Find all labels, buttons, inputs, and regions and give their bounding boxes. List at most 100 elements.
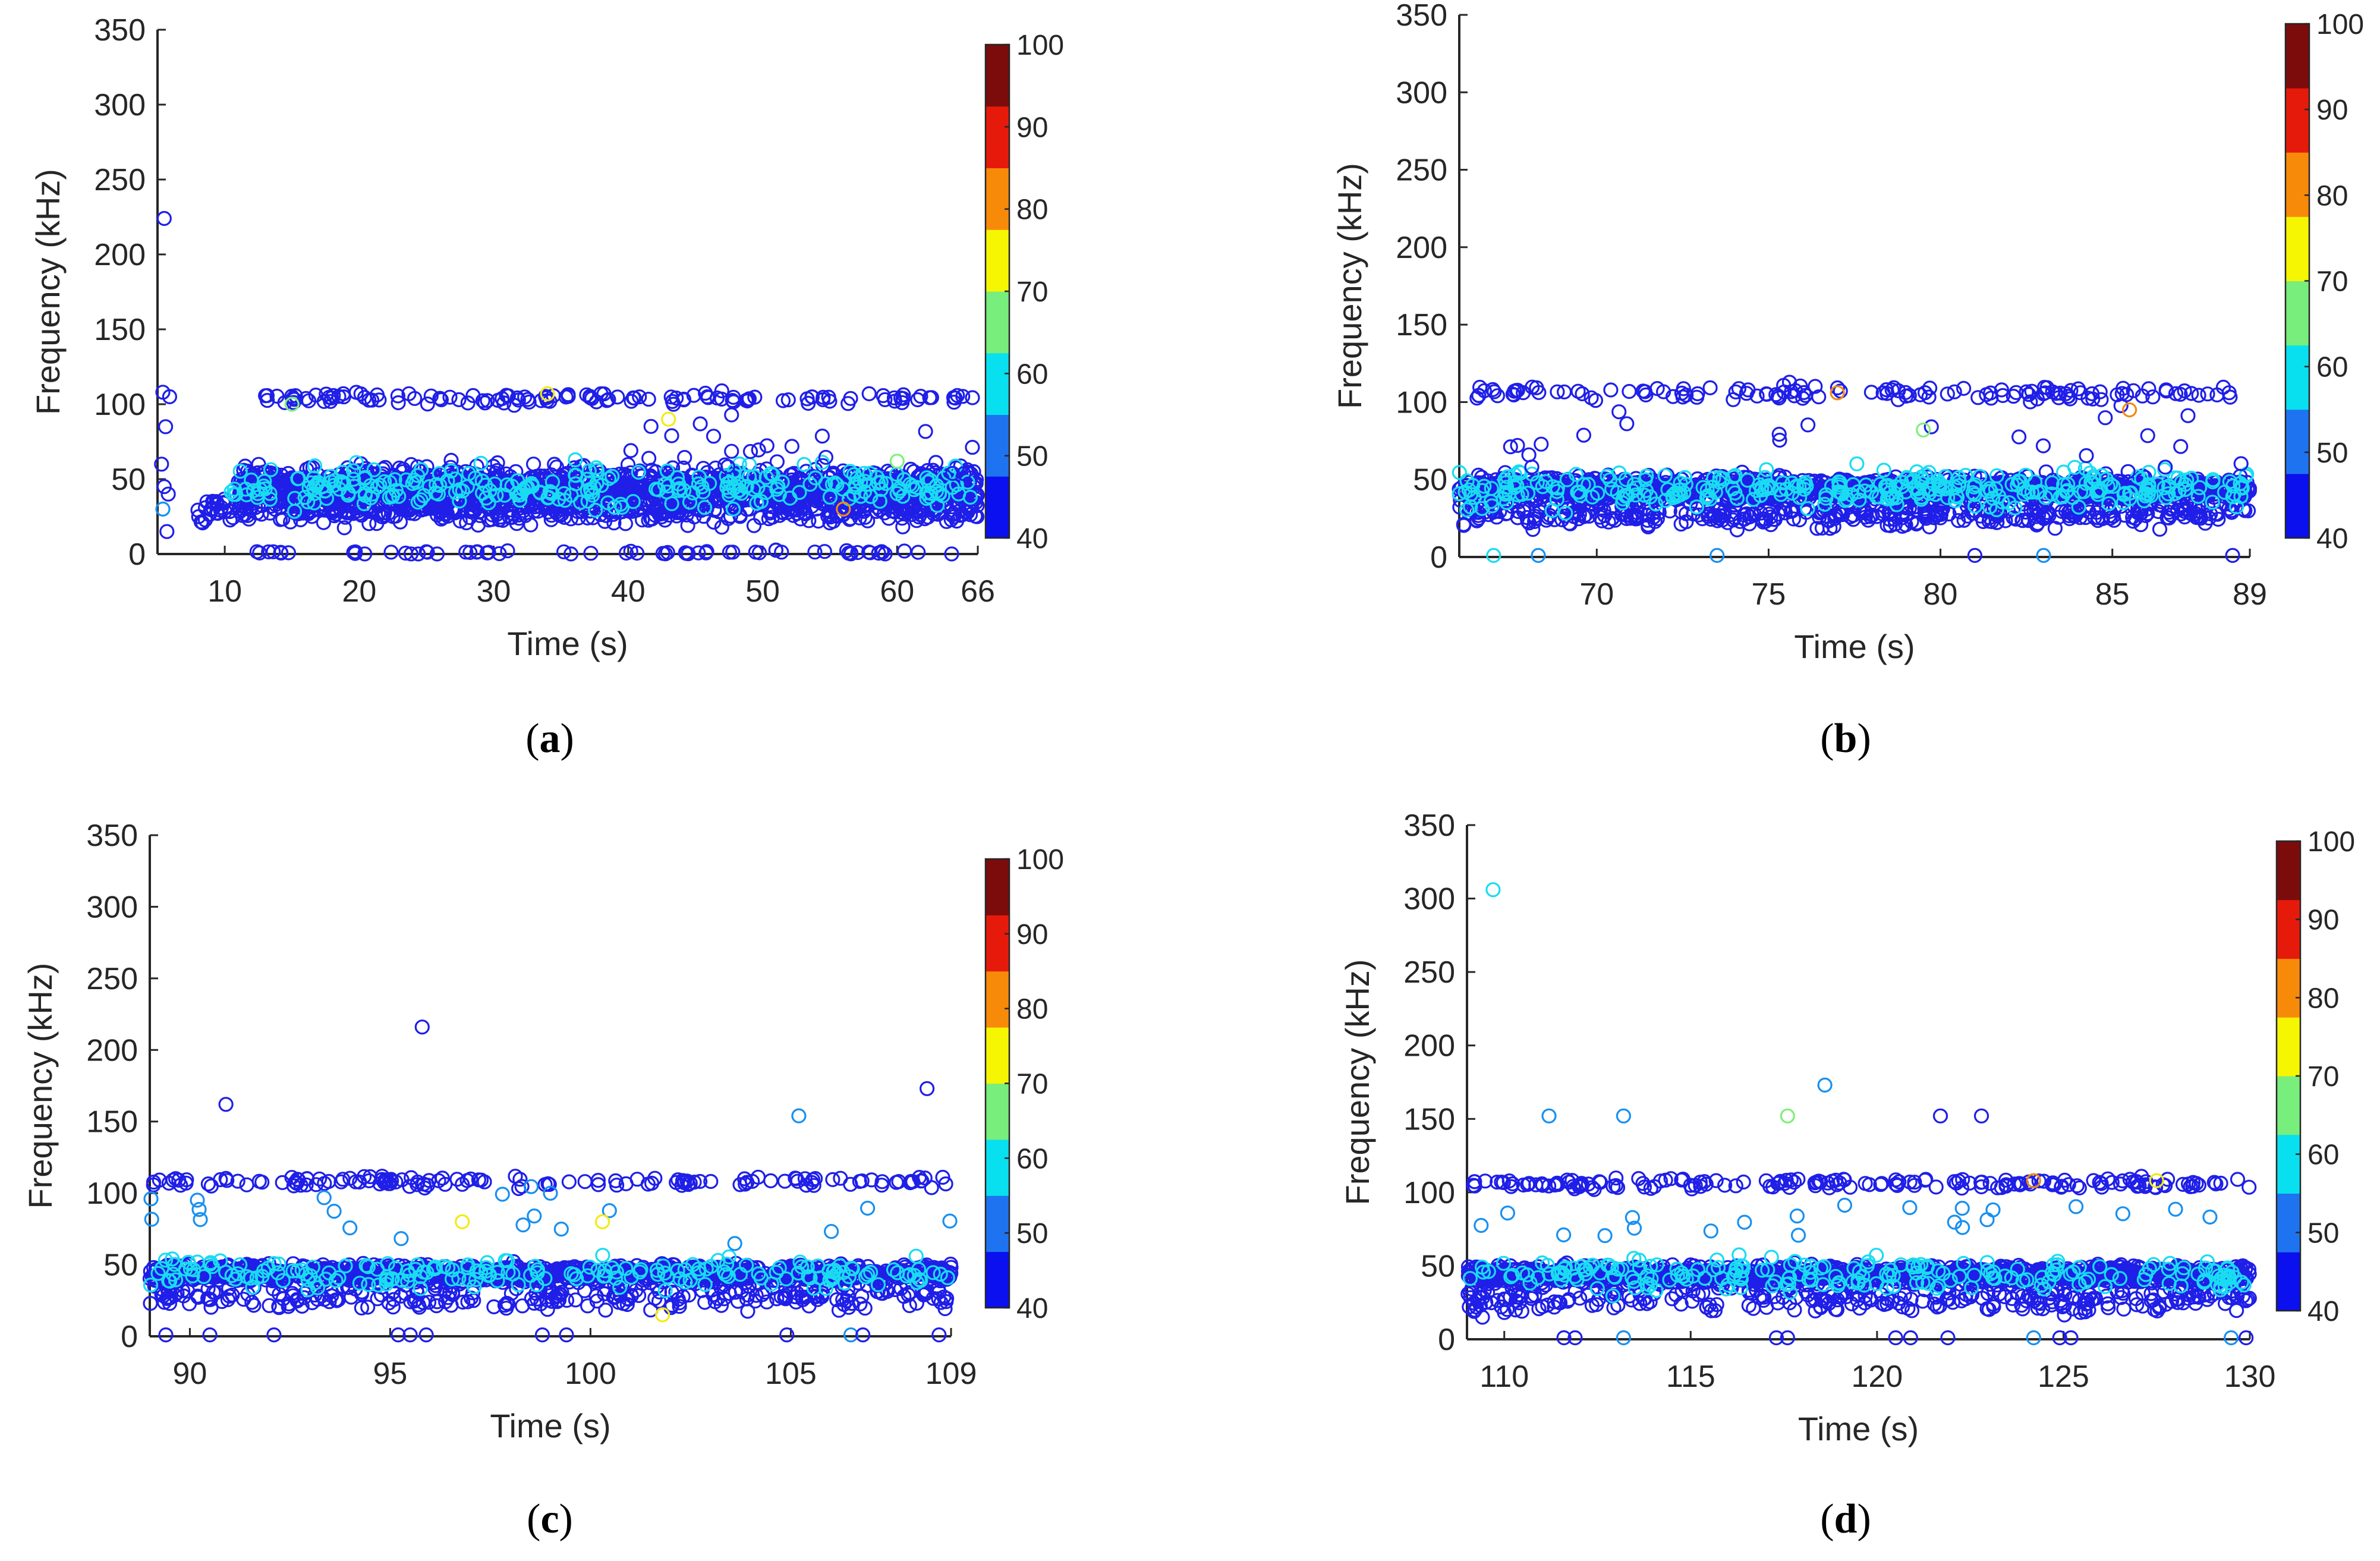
data-point [714, 520, 729, 535]
data-point [918, 424, 933, 439]
data-point [250, 490, 265, 505]
data-point [503, 502, 519, 518]
x-tick-label: 40 [611, 574, 646, 609]
data-point [893, 390, 909, 406]
data-point [741, 469, 757, 484]
data-point [489, 487, 504, 503]
data-point [273, 545, 289, 561]
data-point [1619, 416, 1635, 432]
data-point [680, 518, 695, 533]
data-point [511, 507, 527, 523]
data-point [629, 545, 645, 561]
data-point [429, 546, 445, 562]
data-point [348, 385, 364, 400]
x-tick-label: 89 [2233, 577, 2267, 612]
data-point [452, 493, 467, 509]
colorbar-segment [2285, 409, 2309, 474]
data-point [408, 474, 424, 490]
data-point [678, 546, 694, 561]
x-tick-label: 109 [925, 1357, 977, 1391]
y-tick-label: 150 [94, 313, 146, 347]
colorbar-segment [2285, 88, 2309, 153]
data-point [1534, 436, 1549, 452]
data-point [556, 544, 572, 559]
data-point [660, 478, 676, 494]
data-point [563, 546, 579, 562]
data-point [380, 505, 396, 521]
data-point [763, 465, 779, 481]
data-point [816, 389, 831, 405]
data-point [725, 501, 741, 517]
x-tick-label: 80 [1923, 577, 1958, 612]
y-tick-label: 200 [1396, 231, 1447, 265]
data-point [252, 545, 267, 561]
data-point [254, 506, 269, 522]
data-point [443, 463, 459, 479]
data-point [909, 513, 924, 528]
data-point [372, 477, 388, 493]
data-point [836, 501, 851, 517]
x-tick-label: 75 [1752, 577, 1786, 612]
data-point [669, 470, 685, 486]
y-tick-label: 0 [128, 537, 146, 572]
data-point [579, 387, 594, 402]
data-point [792, 484, 807, 501]
data-point [965, 390, 980, 405]
panel-label: (a) [525, 716, 574, 761]
data-point [390, 388, 406, 404]
data-point [416, 488, 432, 503]
data-point [662, 507, 677, 523]
data-point [581, 463, 597, 479]
data-point [874, 497, 890, 512]
colorbar-segment [986, 45, 1009, 107]
data-point [848, 479, 864, 495]
colorbar-segment [2285, 24, 2309, 89]
y-tick-label: 100 [94, 388, 146, 422]
y-tick-label: 300 [1396, 75, 1447, 110]
y-axis-label: Frequency (kHz) [29, 169, 67, 415]
colorbar-segment [2285, 281, 2309, 346]
data-point [308, 387, 323, 403]
data-point [158, 419, 174, 435]
data-point [691, 476, 707, 492]
data-point [257, 473, 272, 489]
data-point [714, 383, 729, 399]
data-point [582, 475, 597, 490]
data-point [156, 479, 172, 495]
data-point [357, 546, 373, 562]
data-point [209, 497, 225, 512]
data-point [370, 479, 385, 495]
data-point [556, 486, 572, 502]
data-point [698, 492, 714, 508]
data-point [306, 495, 322, 511]
scatter-points [154, 210, 985, 562]
data-point [741, 392, 756, 408]
y-tick-label: 350 [94, 13, 146, 48]
data-point [589, 462, 605, 478]
data-point [874, 544, 889, 559]
data-point [620, 457, 636, 473]
data-point [785, 475, 800, 490]
data-point [817, 544, 832, 559]
y-tick-label: 50 [103, 1248, 138, 1283]
y-tick-label: 350 [1396, 0, 1447, 33]
data-point [965, 439, 980, 455]
colorbar-tick-label: 60 [1016, 358, 1048, 390]
data-point [2079, 448, 2094, 464]
data-point [751, 442, 766, 458]
data-point [433, 392, 449, 408]
data-point [411, 546, 426, 562]
data-point [340, 495, 356, 510]
data-point [669, 390, 684, 406]
data-point [876, 388, 891, 404]
data-point [332, 481, 347, 497]
y-tick-label: 350 [86, 819, 138, 853]
data-point [818, 449, 834, 465]
data-point [913, 388, 928, 404]
y-tick-label: 200 [86, 1033, 138, 1068]
colorbar-tick-label: 40 [2316, 523, 2348, 555]
data-point [357, 389, 373, 405]
data-point [931, 486, 947, 502]
